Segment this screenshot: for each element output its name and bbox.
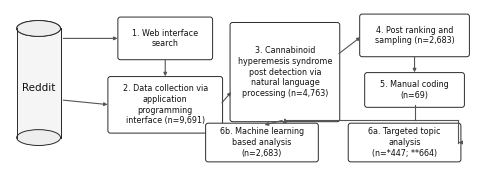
Text: 5. Manual coding
(n=69): 5. Manual coding (n=69) <box>380 80 449 100</box>
Ellipse shape <box>16 130 60 146</box>
Text: 6a. Targeted topic
analysis
(n=*447; **664): 6a. Targeted topic analysis (n=*447; **6… <box>368 127 441 158</box>
FancyBboxPatch shape <box>348 123 461 162</box>
Text: 6b. Machine learning
based analysis
(n=2,683): 6b. Machine learning based analysis (n=2… <box>220 127 304 158</box>
Ellipse shape <box>16 21 60 36</box>
FancyBboxPatch shape <box>360 14 470 57</box>
FancyBboxPatch shape <box>206 123 318 162</box>
Text: 3. Cannabinoid
hyperemesis syndrome
post detection via
natural language
processi: 3. Cannabinoid hyperemesis syndrome post… <box>238 46 332 98</box>
FancyBboxPatch shape <box>118 17 212 60</box>
Text: 4. Post ranking and
sampling (n=2,683): 4. Post ranking and sampling (n=2,683) <box>374 26 454 45</box>
Text: 2. Data collection via
application
programming
interface (n=9,691): 2. Data collection via application progr… <box>122 84 208 125</box>
Ellipse shape <box>16 21 60 36</box>
FancyBboxPatch shape <box>16 28 60 138</box>
Text: 1. Web interface
search: 1. Web interface search <box>132 29 198 48</box>
FancyBboxPatch shape <box>230 22 340 122</box>
Text: Reddit: Reddit <box>22 83 56 93</box>
FancyBboxPatch shape <box>108 76 222 133</box>
FancyBboxPatch shape <box>364 73 464 107</box>
